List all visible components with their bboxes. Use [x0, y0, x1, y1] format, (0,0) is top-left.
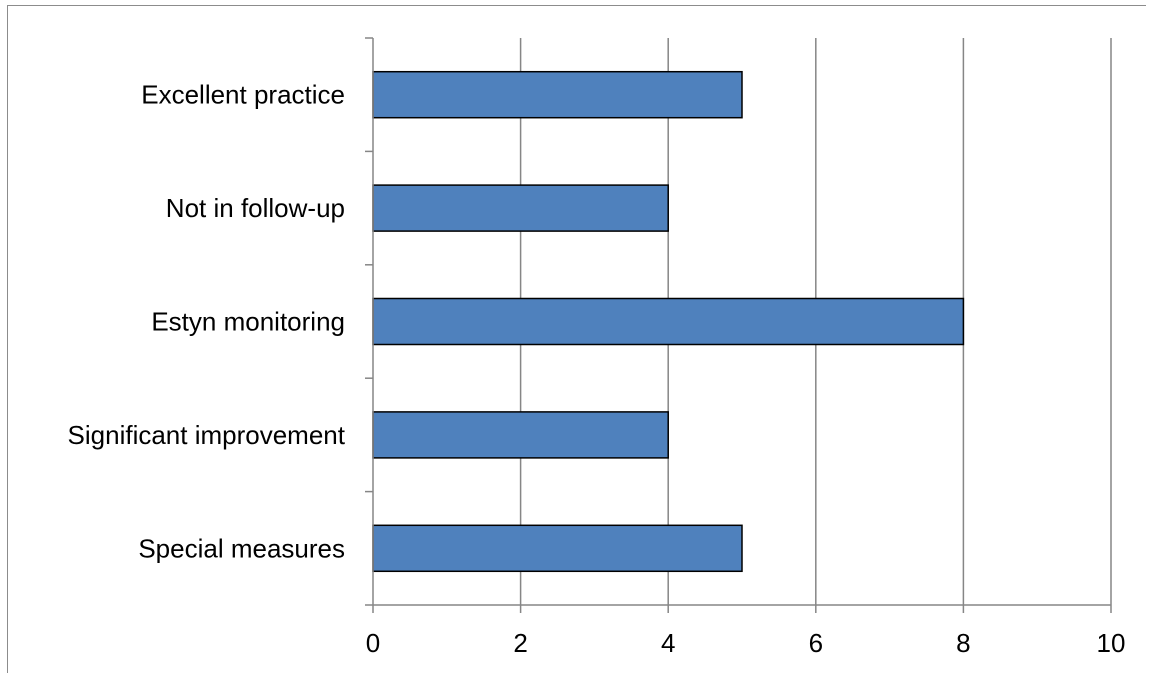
category-label: Estyn monitoring	[151, 307, 345, 337]
x-tick-label: 8	[956, 628, 970, 658]
x-tick-label: 4	[661, 628, 675, 658]
bar-excellent-practice	[372, 70, 743, 119]
bars	[372, 70, 965, 573]
bar-special-measures	[372, 524, 743, 573]
category-label: Not in follow-up	[166, 193, 345, 223]
category-label: Significant improvement	[68, 420, 346, 450]
axes	[365, 37, 1112, 613]
bar-estyn-monitoring	[372, 297, 965, 346]
x-tick-label: 10	[1097, 628, 1126, 658]
x-tick-label: 0	[366, 628, 380, 658]
labels: Excellent practice Not in follow-up Estyn …	[68, 80, 1126, 658]
x-tick-label: 6	[809, 628, 823, 658]
bar-not-in-follow-up	[372, 184, 669, 232]
category-label: Special measures	[138, 533, 345, 563]
category-label: Excellent practice	[141, 80, 345, 110]
x-tick-label: 2	[513, 628, 527, 658]
bar-significant-improvement	[372, 411, 669, 459]
